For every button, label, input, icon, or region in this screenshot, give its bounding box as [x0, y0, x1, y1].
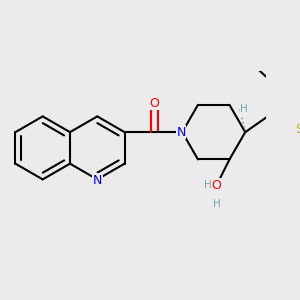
- Text: H: H: [240, 104, 248, 114]
- Text: N: N: [176, 126, 186, 139]
- Text: N: N: [93, 174, 102, 187]
- Text: H: H: [213, 199, 220, 209]
- Text: S: S: [296, 123, 300, 136]
- Text: H: H: [204, 180, 212, 190]
- Text: O: O: [212, 179, 221, 192]
- Text: O: O: [207, 179, 217, 192]
- Text: O: O: [150, 97, 159, 110]
